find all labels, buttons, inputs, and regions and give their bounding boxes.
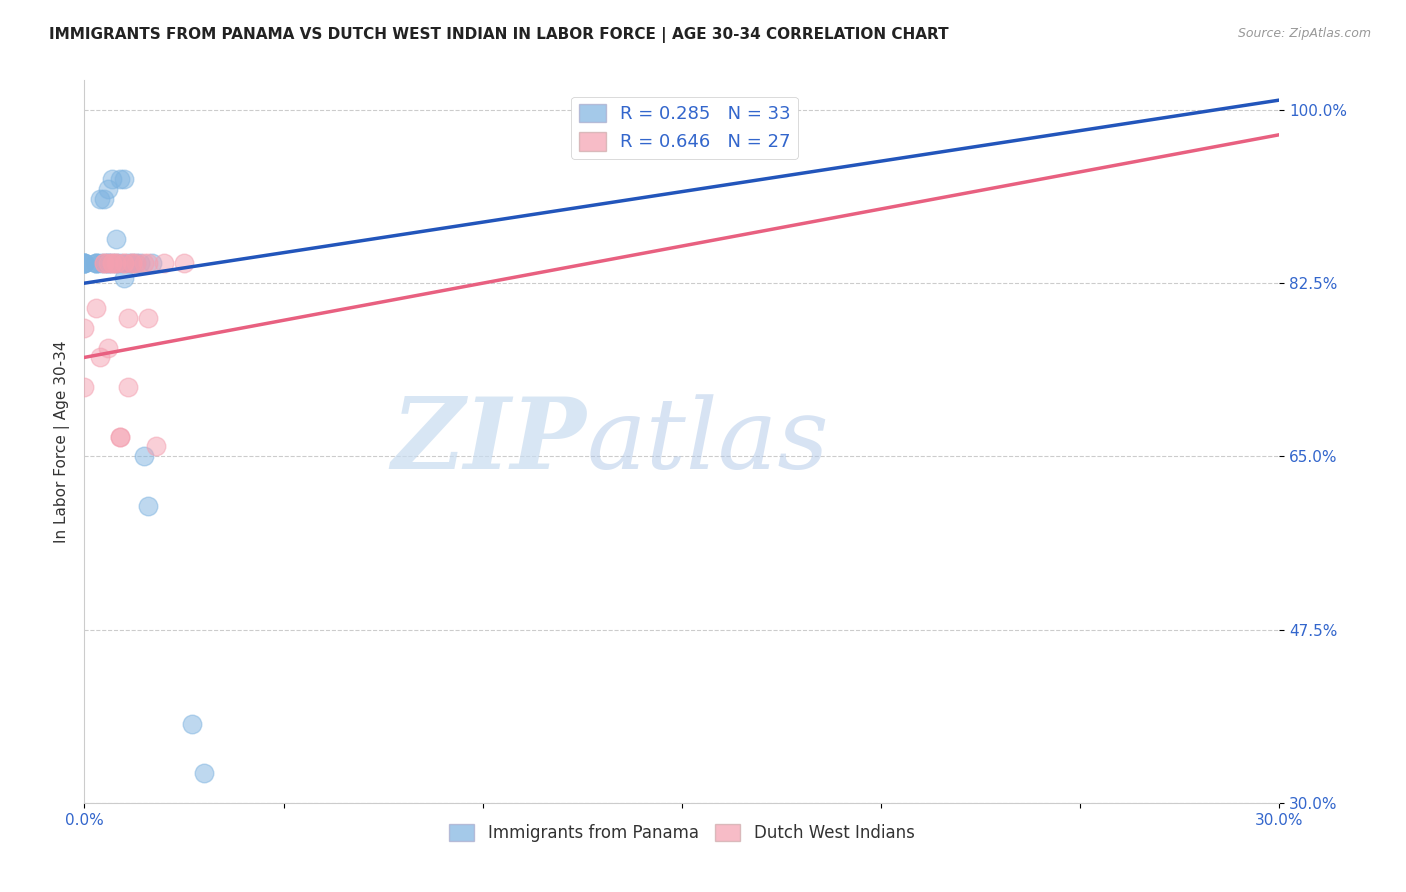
Y-axis label: In Labor Force | Age 30-34: In Labor Force | Age 30-34: [55, 340, 70, 543]
Point: [121, 256, 143, 270]
Point: [86, 256, 108, 270]
Point: [145, 440, 167, 454]
Point: [93, 256, 115, 270]
Point: [132, 256, 156, 270]
Point: [173, 256, 195, 270]
Legend: Immigrants from Panama, Dutch West Indians: Immigrants from Panama, Dutch West India…: [443, 817, 921, 848]
Point: [101, 256, 124, 270]
Point: [97, 256, 120, 270]
Point: [89, 256, 111, 270]
Point: [112, 256, 135, 270]
Point: [73, 380, 96, 394]
Text: Source: ZipAtlas.com: Source: ZipAtlas.com: [1237, 27, 1371, 40]
Point: [121, 256, 143, 270]
Point: [121, 256, 143, 270]
Point: [136, 256, 159, 270]
Point: [193, 766, 215, 780]
Point: [73, 256, 96, 270]
Point: [73, 256, 96, 270]
Point: [89, 351, 111, 365]
Point: [105, 256, 128, 270]
Point: [101, 172, 124, 186]
Point: [112, 256, 135, 270]
Point: [129, 256, 152, 270]
Text: ZIP: ZIP: [391, 393, 586, 490]
Point: [181, 716, 204, 731]
Point: [117, 380, 139, 394]
Point: [73, 256, 96, 270]
Point: [93, 256, 115, 270]
Point: [86, 301, 108, 315]
Point: [86, 256, 108, 270]
Point: [125, 256, 148, 270]
Point: [93, 256, 115, 270]
Point: [105, 256, 128, 270]
Point: [97, 182, 120, 196]
Point: [117, 310, 139, 325]
Point: [73, 256, 96, 270]
Point: [136, 310, 159, 325]
Point: [110, 172, 132, 186]
Point: [101, 256, 124, 270]
Point: [112, 172, 135, 186]
Point: [105, 256, 128, 270]
Point: [101, 256, 124, 270]
Point: [112, 271, 135, 285]
Point: [73, 256, 96, 270]
Point: [136, 499, 159, 513]
Point: [110, 429, 132, 443]
Point: [97, 256, 120, 270]
Point: [110, 256, 132, 270]
Point: [125, 256, 148, 270]
Point: [110, 429, 132, 443]
Text: IMMIGRANTS FROM PANAMA VS DUTCH WEST INDIAN IN LABOR FORCE | AGE 30-34 CORRELATI: IMMIGRANTS FROM PANAMA VS DUTCH WEST IND…: [49, 27, 949, 43]
Point: [93, 192, 115, 206]
Point: [89, 192, 111, 206]
Text: atlas: atlas: [586, 394, 830, 489]
Point: [117, 256, 139, 270]
Point: [97, 256, 120, 270]
Point: [132, 450, 156, 464]
Point: [141, 256, 163, 270]
Point: [105, 232, 128, 246]
Point: [86, 256, 108, 270]
Point: [97, 341, 120, 355]
Point: [651, 103, 673, 117]
Point: [153, 256, 176, 270]
Point: [73, 320, 96, 334]
